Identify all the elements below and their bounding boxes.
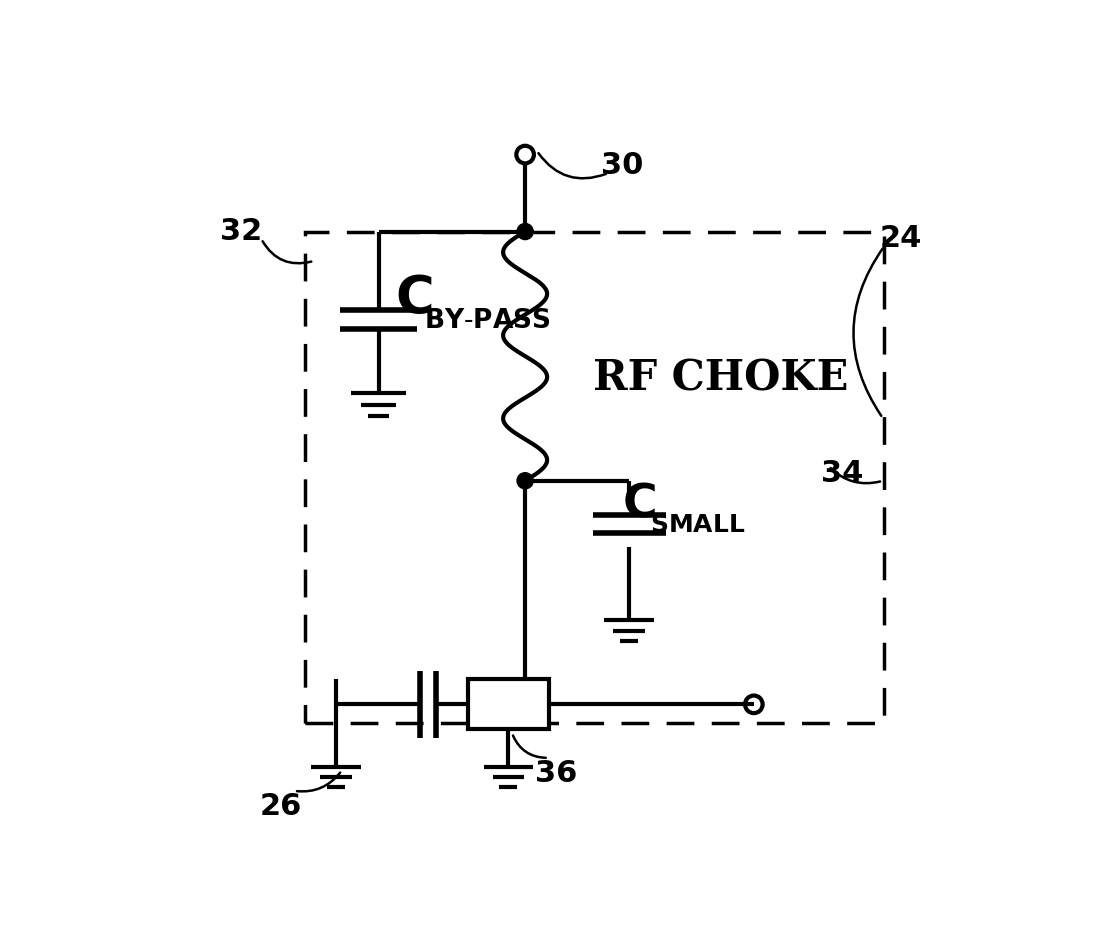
Text: 34: 34 xyxy=(821,459,863,488)
Text: $\mathbf{C}$: $\mathbf{C}$ xyxy=(622,482,656,526)
Text: RF CHOKE: RF CHOKE xyxy=(592,357,848,399)
Bar xyxy=(306,231,885,723)
Text: $\mathbf{C}$: $\mathbf{C}$ xyxy=(395,273,432,325)
Text: $\mathbf{BY\text{-}PASS}$: $\mathbf{BY\text{-}PASS}$ xyxy=(424,307,551,334)
Text: 32: 32 xyxy=(220,217,262,246)
Text: 36: 36 xyxy=(535,760,577,788)
Text: 24: 24 xyxy=(879,225,922,253)
Text: 26: 26 xyxy=(259,792,302,822)
Circle shape xyxy=(517,224,533,240)
Text: $\mathbf{SMALL}$: $\mathbf{SMALL}$ xyxy=(650,513,745,537)
Circle shape xyxy=(517,473,533,488)
Text: 30: 30 xyxy=(601,151,643,180)
Bar xyxy=(468,680,548,729)
